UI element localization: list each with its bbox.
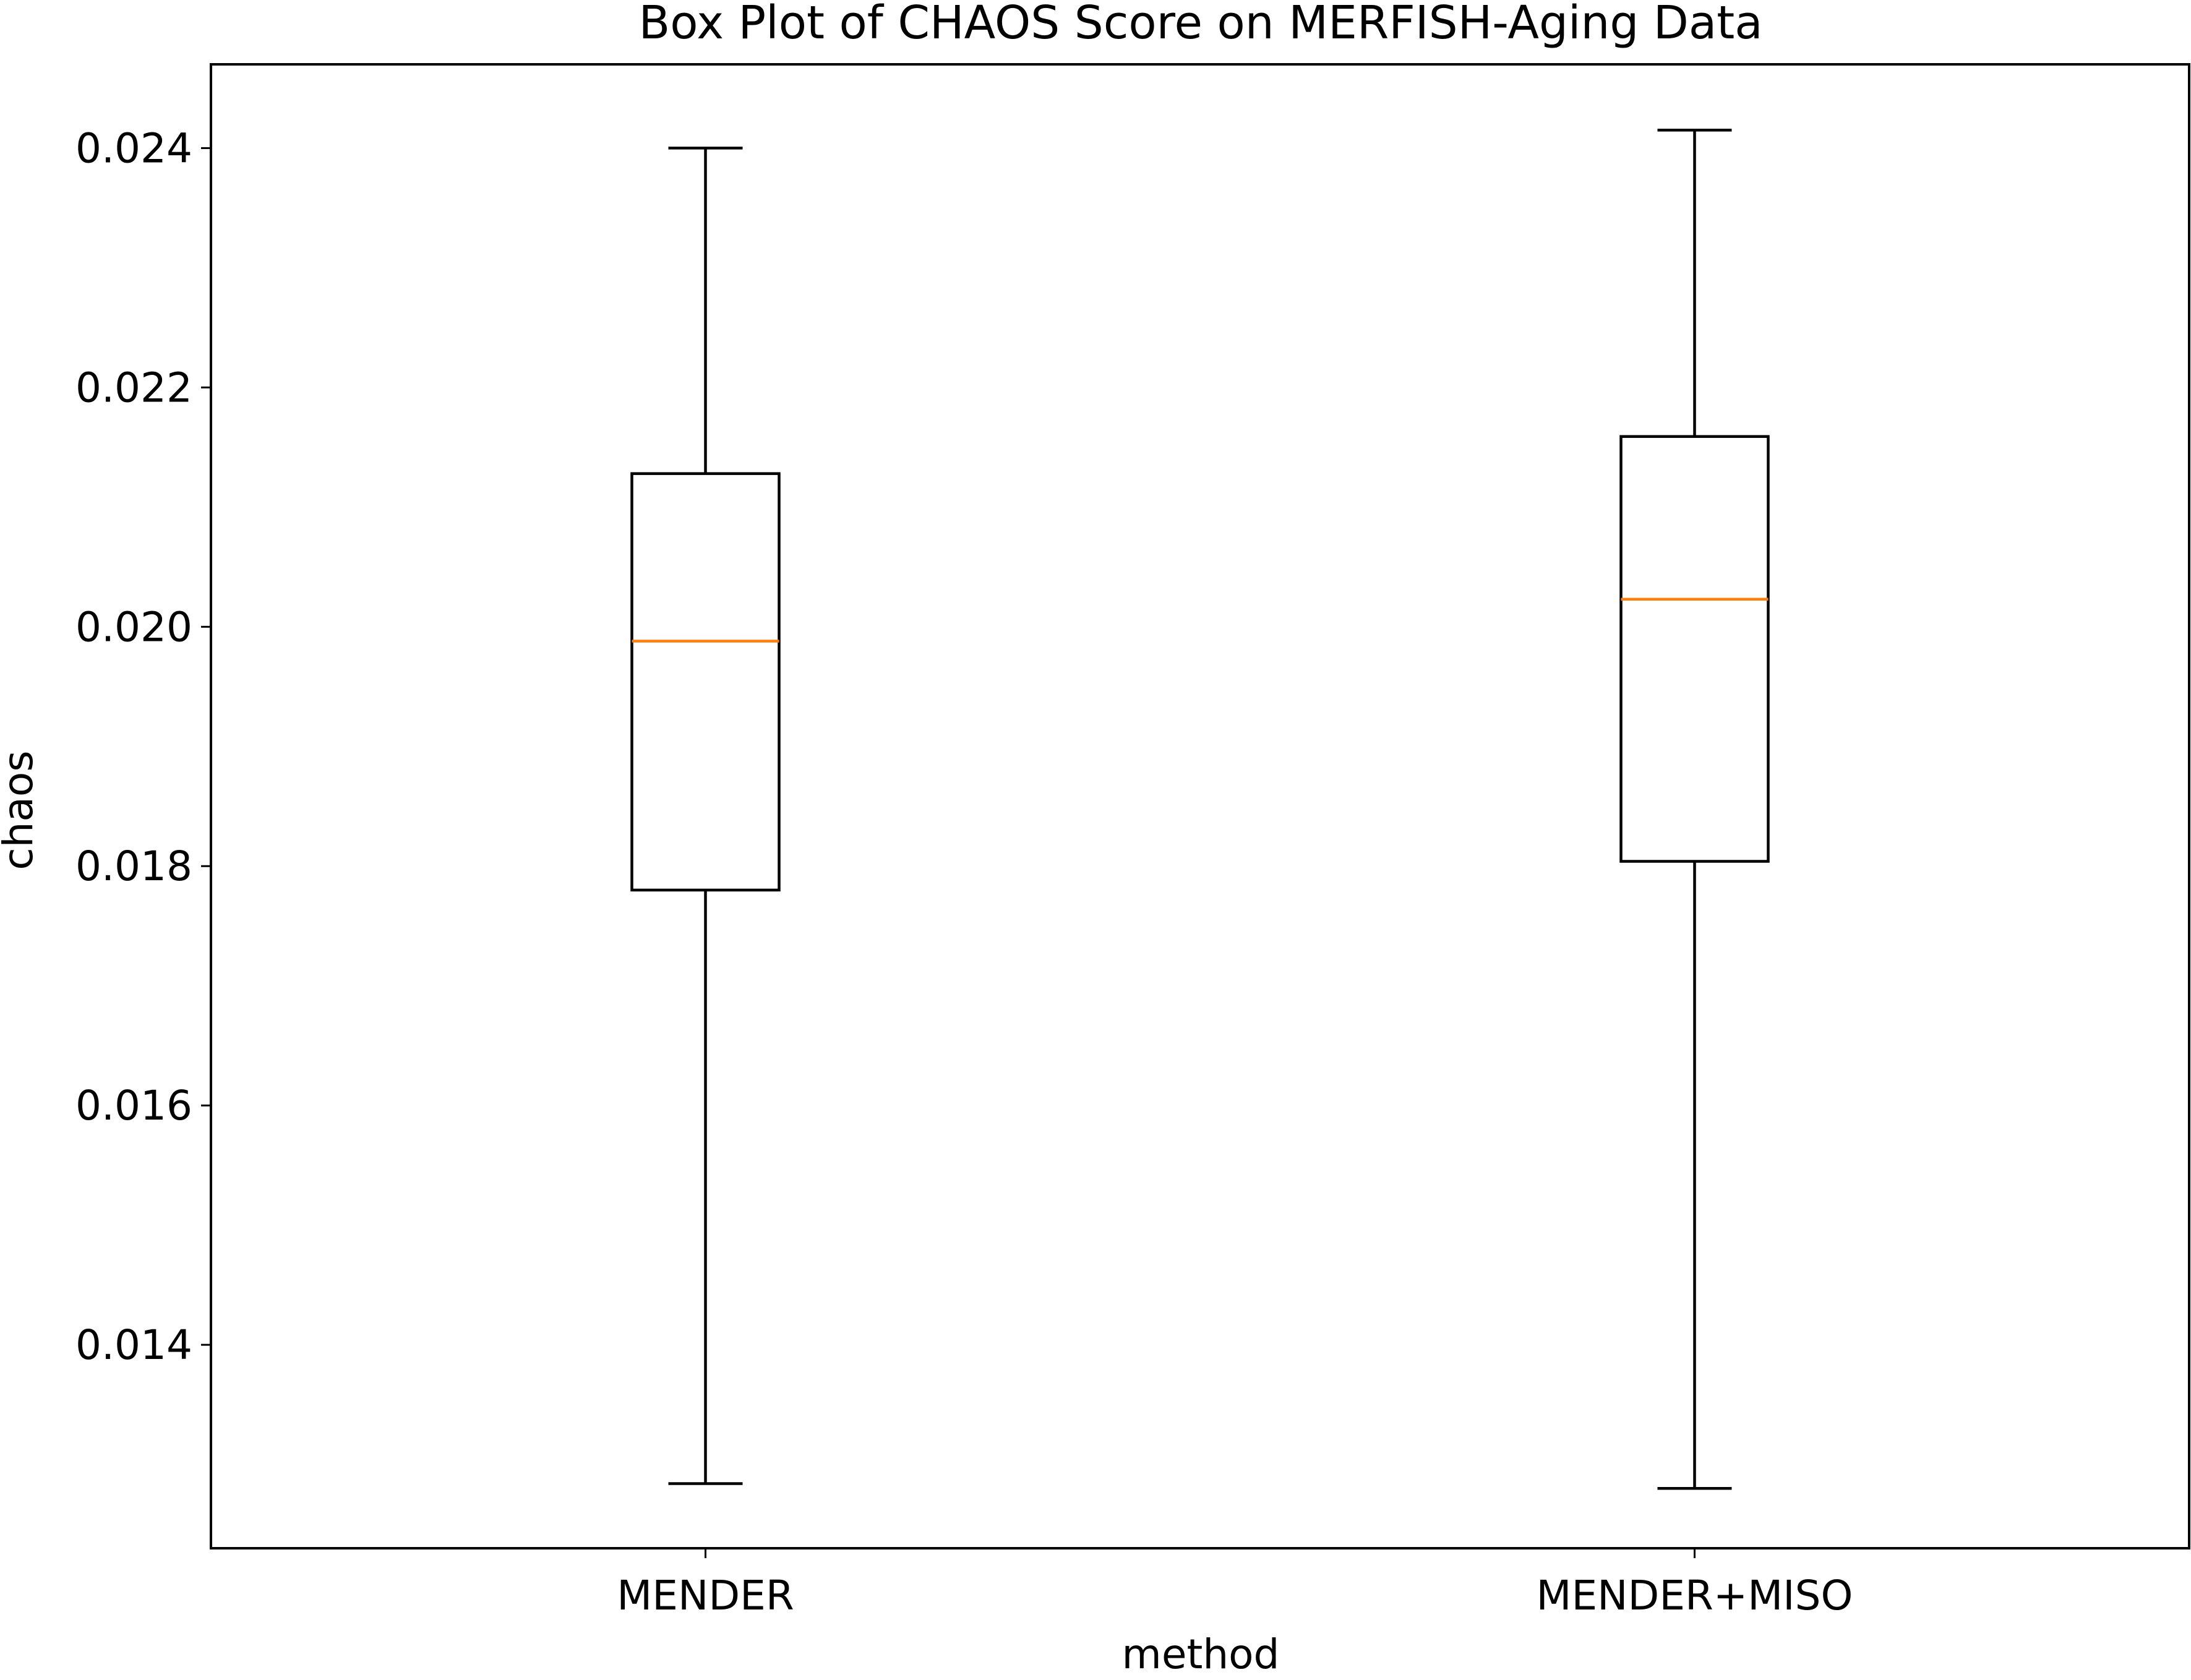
plot-area xyxy=(210,63,2190,1549)
y-tick-label: 0.016 xyxy=(75,1082,192,1129)
box-iqr xyxy=(1619,435,1770,863)
y-tick-label: 0.018 xyxy=(75,842,192,890)
box-0 xyxy=(630,147,781,1485)
y-axis-label: chaos xyxy=(0,750,42,870)
y-tick-label: 0.022 xyxy=(75,364,192,411)
x-axis: MENDER MENDER+MISO xyxy=(617,1548,1853,1619)
box-1 xyxy=(1619,129,1770,1490)
y-tick-label: 0.014 xyxy=(75,1321,192,1369)
axes-frame xyxy=(210,63,2190,1549)
chart-title: Box Plot of CHAOS Score on MERFISH-Aging… xyxy=(638,0,1762,49)
x-tick-label: MENDER+MISO xyxy=(1537,1572,1853,1619)
y-axis: 0.014 0.016 0.018 0.020 0.022 0.024 xyxy=(75,124,211,1369)
x-axis-label: method xyxy=(1122,1631,1280,1678)
x-tick-label: MENDER xyxy=(617,1572,794,1619)
box-iqr xyxy=(630,472,781,892)
y-tick-label: 0.020 xyxy=(75,603,192,651)
y-tick-label: 0.024 xyxy=(75,124,192,172)
